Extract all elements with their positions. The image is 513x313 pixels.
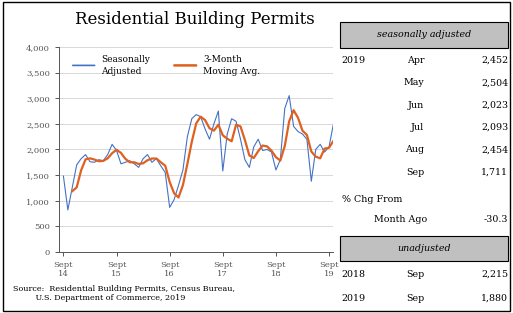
Text: 3-Month
Moving Avg.: 3-Month Moving Avg. [203,55,260,76]
Text: May: May [404,78,424,87]
Text: Aug: Aug [405,145,424,154]
Text: Jul: Jul [411,123,424,132]
FancyBboxPatch shape [340,22,508,48]
Text: 2,093: 2,093 [481,123,508,132]
Text: Residential Building Permits: Residential Building Permits [75,11,315,28]
FancyBboxPatch shape [340,236,508,261]
Text: unadjusted: unadjusted [398,244,451,253]
Text: 2018: 2018 [342,269,366,279]
Text: Month Ago: Month Ago [374,215,427,224]
Text: Sep: Sep [406,167,424,177]
Text: % Chg From: % Chg From [342,195,402,204]
Text: 2,023: 2,023 [481,100,508,110]
Text: 2,215: 2,215 [481,269,508,279]
Text: Source:  Residential Building Permits, Census Bureau,
         U.S. Department o: Source: Residential Building Permits, Ce… [13,285,235,302]
Text: 1,711: 1,711 [481,167,508,177]
Text: Seasonally
Adjusted: Seasonally Adjusted [102,55,150,76]
Text: 2019: 2019 [342,56,366,65]
Text: 2019: 2019 [342,294,366,303]
Text: 2,452: 2,452 [481,56,508,65]
Text: Jun: Jun [408,100,424,110]
Text: 2,454: 2,454 [481,145,508,154]
Text: -30.3: -30.3 [484,215,508,224]
Text: seasonally adjusted: seasonally adjusted [377,30,471,39]
Text: Apr: Apr [407,56,424,65]
Text: 2,504: 2,504 [481,78,508,87]
Text: 1,880: 1,880 [481,294,508,303]
Text: Sep: Sep [406,269,424,279]
Text: Sep: Sep [406,294,424,303]
